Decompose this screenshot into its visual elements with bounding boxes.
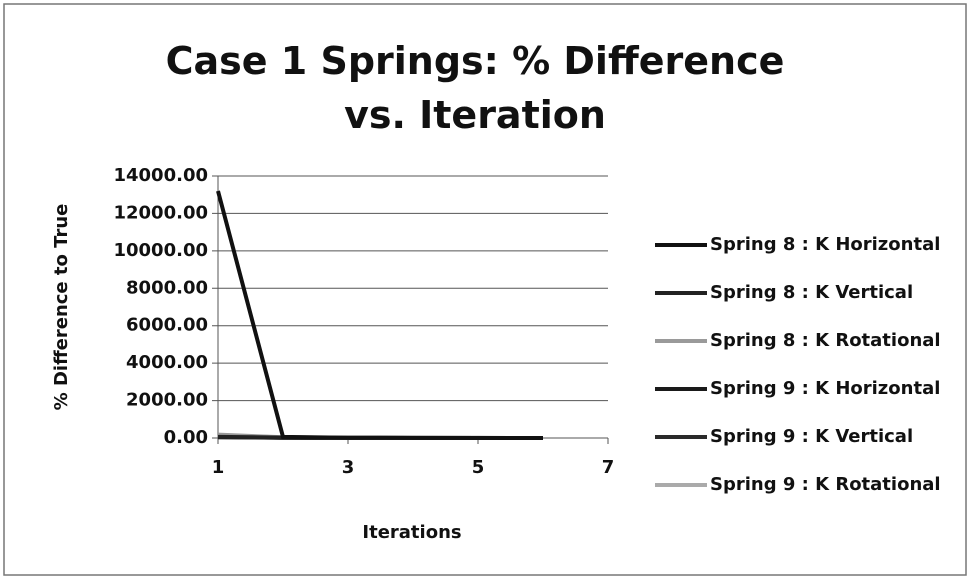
y-tick-label: 8000.00 <box>126 277 208 298</box>
x-tick-label: 5 <box>472 457 485 478</box>
y-tick-label: 14000.00 <box>113 165 208 186</box>
legend-label: Spring 8 : K Horizontal <box>710 234 940 255</box>
legend-label: Spring 9 : K Vertical <box>710 426 913 447</box>
y-tick-label: 2000.00 <box>126 390 208 411</box>
y-tick-label: 12000.00 <box>113 202 208 223</box>
x-axis-label: Iterations <box>362 522 461 543</box>
x-tick-label: 3 <box>342 457 355 478</box>
y-tick-label: 0.00 <box>164 427 208 448</box>
x-tick-label: 1 <box>212 457 225 478</box>
chart-frame <box>3 3 967 576</box>
y-tick-label: 6000.00 <box>126 315 208 336</box>
chart-title: Case 1 Springs: % Difference vs. Iterati… <box>165 39 785 137</box>
legend-label: Spring 9 : K Rotational <box>710 474 941 495</box>
legend-label: Spring 8 : K Rotational <box>710 330 941 351</box>
legend-label: Spring 8 : K Vertical <box>710 282 913 303</box>
legend-label: Spring 9 : K Horizontal <box>710 378 940 399</box>
y-tick-label: 4000.00 <box>126 352 208 373</box>
y-tick-label: 10000.00 <box>113 240 208 261</box>
x-tick-label: 7 <box>602 457 615 478</box>
series-line <box>216 190 544 440</box>
y-axis-label: % Difference to True <box>51 204 72 411</box>
